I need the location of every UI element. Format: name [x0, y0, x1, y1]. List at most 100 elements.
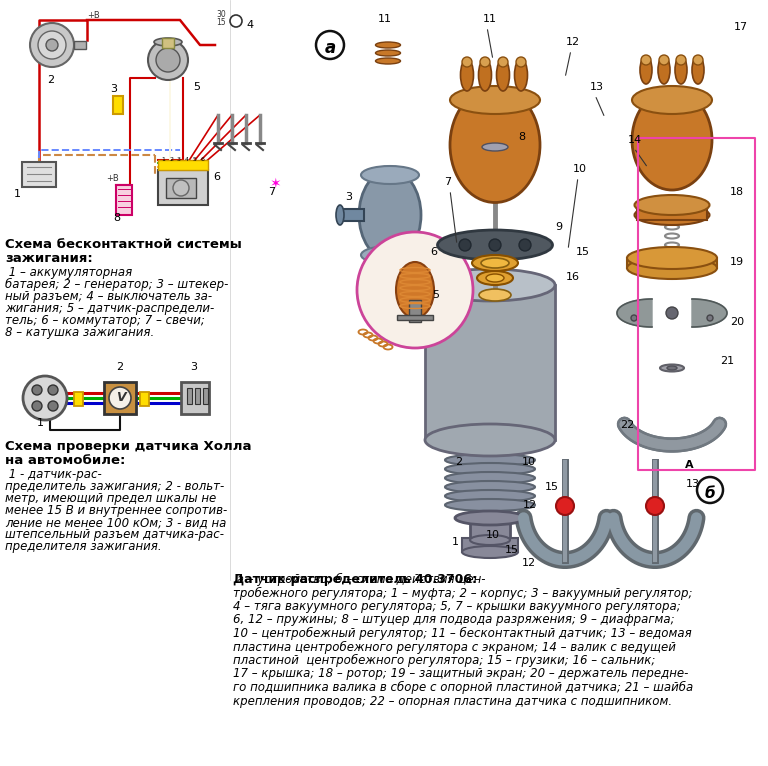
- Ellipse shape: [445, 472, 535, 484]
- Text: пределитель зажигания; 2 - вольт-: пределитель зажигания; 2 - вольт-: [5, 480, 224, 493]
- Bar: [116, 185, 132, 215]
- Circle shape: [707, 315, 713, 321]
- Text: 1: 1: [14, 189, 21, 199]
- Ellipse shape: [482, 143, 508, 151]
- Ellipse shape: [445, 463, 535, 475]
- Text: 1: 1: [452, 537, 459, 547]
- Text: 15: 15: [545, 482, 559, 492]
- Ellipse shape: [154, 38, 182, 46]
- Ellipse shape: [425, 424, 555, 456]
- Text: 3: 3: [190, 362, 197, 372]
- Ellipse shape: [634, 205, 710, 225]
- Text: тробежного регулятора; 1 – муфта; 2 – корпус; 3 – вакуумный регулятор;: тробежного регулятора; 1 – муфта; 2 – ко…: [233, 587, 693, 600]
- Text: 12: 12: [523, 500, 537, 510]
- Ellipse shape: [496, 59, 509, 91]
- Text: +В: +В: [87, 11, 100, 20]
- Text: 13: 13: [590, 82, 604, 92]
- Bar: [409, 300, 421, 322]
- Bar: [425, 285, 555, 440]
- Bar: [470, 518, 510, 540]
- Text: 10 – центробежный регулятор; 11 – бесконтактный датчик; 13 – ведомая: 10 – центробежный регулятор; 11 – бескон…: [233, 627, 692, 640]
- Text: 1 – аккумуляторная: 1 – аккумуляторная: [5, 266, 132, 279]
- Text: 6: 6: [201, 157, 205, 162]
- Circle shape: [38, 31, 66, 59]
- Bar: [462, 538, 518, 552]
- Text: 9: 9: [555, 222, 562, 232]
- Text: штепсельный разъем датчика-рас-: штепсельный разъем датчика-рас-: [5, 528, 224, 541]
- Text: жигания; 5 – датчик-распредели-: жигания; 5 – датчик-распредели-: [5, 302, 214, 315]
- Circle shape: [516, 57, 526, 67]
- Text: 1: 1: [37, 418, 44, 428]
- Circle shape: [48, 401, 58, 411]
- Text: V: V: [116, 391, 126, 404]
- Ellipse shape: [658, 56, 670, 84]
- Ellipse shape: [455, 511, 525, 525]
- Ellipse shape: [445, 481, 535, 493]
- Ellipse shape: [640, 56, 652, 84]
- Text: 21: 21: [720, 356, 734, 366]
- Circle shape: [489, 239, 501, 251]
- Circle shape: [676, 55, 686, 65]
- Text: 20: 20: [730, 317, 744, 327]
- Bar: [637, 205, 707, 220]
- Circle shape: [631, 315, 637, 321]
- Text: 3: 3: [345, 192, 352, 202]
- Text: Датчик-распределитель 40.3706:: Датчик-распределитель 40.3706:: [233, 573, 477, 586]
- Text: 5: 5: [432, 290, 439, 300]
- Text: пластиной  центробежного регулятора; 15 – грузики; 16 – сальник;: пластиной центробежного регулятора; 15 –…: [233, 654, 655, 667]
- Text: пределителя зажигания.: пределителя зажигания.: [5, 540, 161, 553]
- Circle shape: [556, 497, 574, 515]
- Text: Схема бесконтактной системы: Схема бесконтактной системы: [5, 238, 242, 251]
- Ellipse shape: [361, 166, 419, 184]
- Text: 6: 6: [213, 172, 220, 182]
- Ellipse shape: [627, 257, 717, 279]
- Bar: [140, 392, 149, 406]
- Bar: [162, 38, 174, 48]
- Ellipse shape: [462, 546, 518, 558]
- Bar: [158, 160, 208, 170]
- Circle shape: [32, 385, 42, 395]
- Text: 17: 17: [734, 22, 748, 32]
- Text: 6, 12 – пружины; 8 – штуцер для подвода разряжения; 9 – диафрагма;: 6, 12 – пружины; 8 – штуцер для подвода …: [233, 614, 674, 627]
- Circle shape: [480, 57, 490, 67]
- Ellipse shape: [425, 269, 555, 301]
- Circle shape: [48, 385, 58, 395]
- Ellipse shape: [445, 499, 535, 511]
- Text: 2: 2: [169, 157, 173, 162]
- Text: го подшипника валика в сборе с опорной пластиной датчика; 21 – шайба: го подшипника валика в сборе с опорной п…: [233, 681, 694, 694]
- Circle shape: [459, 239, 471, 251]
- Text: крепления проводов; 22 – опорная пластина датчика с подшипником.: крепления проводов; 22 – опорная пластин…: [233, 695, 672, 708]
- Circle shape: [646, 497, 664, 515]
- Text: 10: 10: [486, 530, 500, 540]
- Circle shape: [519, 239, 531, 251]
- Text: 13: 13: [686, 479, 700, 489]
- Text: б: б: [705, 486, 715, 500]
- Ellipse shape: [438, 230, 552, 260]
- Ellipse shape: [450, 86, 540, 114]
- Text: 6: 6: [430, 247, 437, 257]
- Ellipse shape: [396, 262, 434, 318]
- Bar: [166, 178, 196, 198]
- Text: 19: 19: [730, 257, 744, 267]
- Circle shape: [156, 48, 180, 72]
- Ellipse shape: [481, 258, 509, 268]
- Text: 22: 22: [620, 420, 634, 430]
- Ellipse shape: [632, 86, 712, 114]
- Circle shape: [148, 40, 188, 80]
- Ellipse shape: [376, 50, 400, 56]
- Bar: [203, 388, 208, 404]
- Circle shape: [498, 57, 508, 67]
- Text: батарея; 2 – генератор; 3 – штекер-: батарея; 2 – генератор; 3 – штекер-: [5, 278, 228, 291]
- Bar: [158, 170, 208, 205]
- Circle shape: [659, 55, 669, 65]
- Ellipse shape: [336, 205, 344, 225]
- Bar: [195, 388, 200, 404]
- Circle shape: [357, 232, 473, 348]
- Text: 11: 11: [483, 14, 497, 24]
- Text: 12: 12: [566, 37, 580, 47]
- Text: 15: 15: [576, 247, 590, 257]
- Ellipse shape: [445, 454, 535, 466]
- Ellipse shape: [634, 195, 710, 215]
- Ellipse shape: [461, 59, 474, 91]
- Text: 4: 4: [246, 20, 253, 30]
